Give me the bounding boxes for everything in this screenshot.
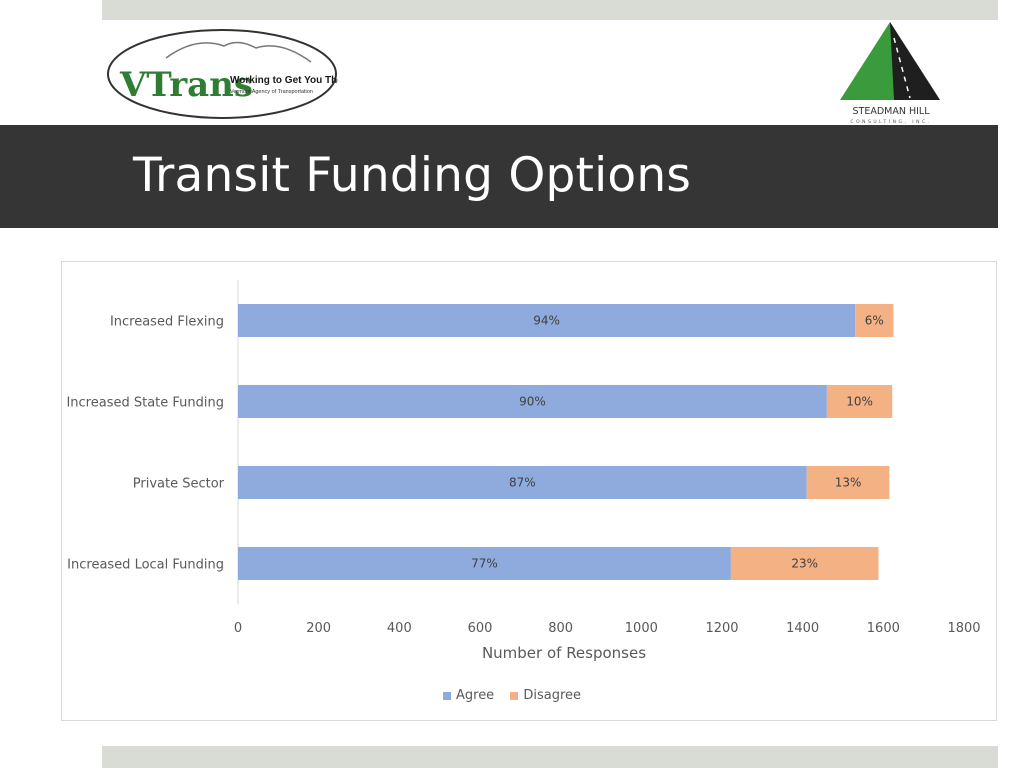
data-label: 90% bbox=[519, 395, 546, 409]
bottom-decor-strip bbox=[102, 746, 998, 768]
x-axis-title: Number of Responses bbox=[482, 644, 646, 662]
steadman-name-text: STEADMAN HILL bbox=[852, 106, 930, 117]
x-tick-label: 400 bbox=[387, 621, 412, 636]
data-label: 6% bbox=[865, 314, 884, 328]
bar-agree bbox=[238, 304, 856, 337]
x-tick-label: 800 bbox=[548, 621, 573, 636]
legend-label-disagree: Disagree bbox=[523, 688, 581, 703]
bar-agree bbox=[238, 547, 731, 580]
legend-item-disagree: Disagree bbox=[510, 688, 581, 703]
vtrans-tagline-text: Working to Get You There bbox=[230, 75, 338, 86]
vtrans-subtitle-text: Vermont Agency of Transportation bbox=[230, 89, 313, 95]
legend-swatch-agree bbox=[442, 691, 451, 700]
data-label: 10% bbox=[846, 395, 873, 409]
data-label: 94% bbox=[533, 314, 560, 328]
chart-legend: Agree Disagree bbox=[0, 688, 1024, 704]
category-label: Private Sector bbox=[133, 477, 225, 492]
steadman-hill-logo: STEADMAN HILL CONSULTING, INC. bbox=[840, 22, 940, 125]
category-label: Increased State Funding bbox=[66, 396, 224, 411]
data-label: 23% bbox=[791, 557, 818, 571]
category-label: Increased Flexing bbox=[110, 315, 224, 330]
category-label: Increased Local Funding bbox=[67, 558, 224, 573]
data-label: 77% bbox=[471, 557, 498, 571]
x-tick-label: 0 bbox=[234, 621, 242, 636]
legend-item-agree: Agree bbox=[442, 688, 495, 703]
data-label: 13% bbox=[835, 476, 862, 490]
x-tick-label: 200 bbox=[306, 621, 331, 636]
legend-swatch-disagree bbox=[510, 691, 519, 700]
slide-title: Transit Funding Options bbox=[133, 148, 692, 203]
bar-disagree bbox=[826, 385, 893, 418]
bar-disagree bbox=[806, 466, 890, 499]
vtrans-logo: VTrans Working to Get You There Vermont … bbox=[107, 29, 338, 119]
vtrans-brand-text: VTrans bbox=[119, 65, 253, 105]
x-tick-label: 1000 bbox=[625, 621, 658, 636]
bar-agree bbox=[238, 385, 827, 418]
x-tick-label: 1800 bbox=[947, 621, 980, 636]
bar-disagree bbox=[855, 304, 894, 337]
top-decor-strip bbox=[102, 0, 998, 20]
data-label: 87% bbox=[509, 476, 536, 490]
x-tick-label: 1400 bbox=[786, 621, 819, 636]
bar-agree bbox=[238, 466, 807, 499]
x-tick-label: 1600 bbox=[867, 621, 900, 636]
legend-label-agree: Agree bbox=[455, 688, 495, 703]
x-tick-label: 1200 bbox=[705, 621, 738, 636]
bar-disagree bbox=[730, 547, 879, 580]
steadman-subtitle-text: CONSULTING, INC. bbox=[850, 119, 931, 125]
title-bar bbox=[0, 125, 998, 228]
x-tick-label: 600 bbox=[468, 621, 493, 636]
